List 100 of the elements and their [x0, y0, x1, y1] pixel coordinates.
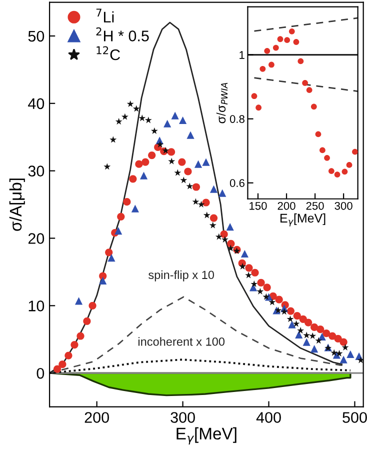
- point: [342, 168, 348, 175]
- x-axis-title: E$_{γ}$[MeV]: [176, 427, 236, 445]
- point: [245, 264, 253, 272]
- point: [144, 116, 152, 124]
- point: [295, 330, 303, 338]
- point: [256, 288, 264, 294]
- point: [288, 320, 296, 328]
- x-tick-label: 150: [250, 202, 267, 210]
- point: [275, 296, 283, 304]
- point: [104, 163, 111, 170]
- legend-label: $^{12}$C: [96, 46, 120, 60]
- point: [221, 236, 228, 243]
- point: [346, 350, 354, 358]
- legend-label: $^{7}$Li: [96, 8, 114, 22]
- point: [309, 332, 316, 339]
- point: [263, 284, 271, 292]
- point: [178, 116, 187, 124]
- point: [132, 105, 140, 112]
- point: [203, 212, 210, 218]
- point: [268, 298, 276, 306]
- point: [251, 268, 259, 276]
- point: [303, 332, 310, 338]
- point: [264, 48, 270, 54]
- point: [251, 93, 258, 100]
- point: [167, 148, 176, 156]
- point: [286, 315, 294, 322]
- x-tick-label: 400: [256, 412, 281, 423]
- point: [105, 248, 113, 256]
- point: [123, 198, 131, 206]
- point: [304, 318, 312, 326]
- point: [218, 189, 226, 197]
- y-tick-label: 0.8: [230, 115, 244, 123]
- point: [184, 168, 192, 176]
- point: [342, 344, 349, 350]
- x-tick-label: 300: [170, 412, 195, 423]
- point: [76, 332, 84, 340]
- point: [272, 44, 279, 51]
- point: [202, 158, 210, 166]
- point: [302, 80, 308, 86]
- point: [284, 37, 290, 44]
- point: [70, 340, 78, 349]
- point: [64, 352, 72, 360]
- point: [262, 293, 270, 300]
- point: [110, 136, 117, 143]
- point: [140, 172, 148, 180]
- point: [164, 120, 172, 128]
- point: [178, 158, 186, 166]
- x-tick-label: 200: [84, 412, 109, 423]
- legend-label: $^{2}$H * 0.5: [96, 27, 149, 42]
- point: [302, 338, 310, 346]
- point: [83, 317, 91, 325]
- point: [108, 254, 116, 262]
- point: [268, 62, 274, 68]
- point: [330, 349, 338, 356]
- point: [310, 104, 317, 110]
- x-tick-label: 200: [278, 202, 296, 210]
- point: [298, 58, 304, 64]
- point: [58, 360, 66, 368]
- point: [250, 280, 258, 288]
- point: [194, 160, 202, 168]
- point: [245, 272, 252, 278]
- point: [198, 200, 205, 208]
- line-series: [50, 358, 352, 374]
- point: [315, 131, 322, 138]
- point: [215, 233, 222, 240]
- point: [357, 356, 364, 364]
- point: [293, 312, 301, 320]
- point: [280, 308, 288, 315]
- point: [148, 152, 156, 160]
- point: [168, 158, 176, 164]
- point: [226, 222, 234, 231]
- x-tick-label: 300: [334, 202, 352, 210]
- y-tick-label: 30: [28, 166, 44, 177]
- point: [310, 323, 318, 332]
- point: [257, 278, 265, 287]
- point: [240, 250, 248, 258]
- point: [210, 214, 218, 222]
- point: [297, 326, 304, 334]
- point: [174, 169, 182, 176]
- point: [227, 244, 234, 252]
- y-axis-title: σ/σ$_{PWIA}$: [216, 82, 228, 124]
- x-tick-label: 500: [342, 412, 367, 423]
- y-tick-label: 50: [28, 30, 44, 42]
- point: [346, 162, 352, 168]
- point: [260, 66, 266, 72]
- point: [156, 140, 164, 148]
- y-tick-label: 0: [36, 368, 44, 379]
- x-axis-title: E$_{γ}$[MeV]: [280, 213, 326, 226]
- point: [186, 182, 194, 190]
- point: [334, 334, 342, 343]
- point: [114, 227, 122, 235]
- point: [131, 204, 139, 212]
- y-tick-label: 40: [28, 98, 44, 110]
- point: [227, 240, 235, 248]
- point: [340, 338, 348, 346]
- point: [115, 118, 122, 125]
- point: [256, 104, 262, 111]
- point: [340, 356, 348, 364]
- point: [202, 198, 210, 206]
- annotation: spin-flip x 10: [148, 270, 214, 282]
